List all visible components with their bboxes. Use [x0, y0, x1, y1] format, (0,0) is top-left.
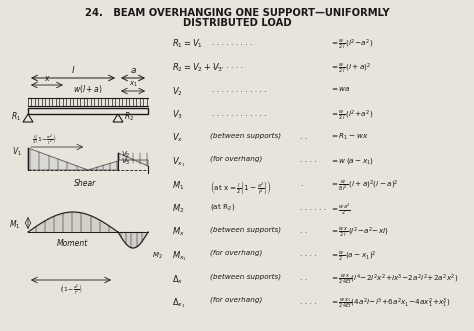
Text: (between supports): (between supports)	[210, 273, 281, 280]
Text: $M_x$: $M_x$	[172, 226, 185, 239]
Polygon shape	[88, 161, 118, 170]
Text: $= \frac{w}{8l^2}\,(l+a)^2(l-a)^2$: $= \frac{w}{8l^2}\,(l+a)^2(l-a)^2$	[330, 179, 399, 194]
Text: $a$: $a$	[129, 66, 137, 75]
Text: $R_1$: $R_1$	[11, 111, 21, 123]
Text: 24.   BEAM OVERHANGING ONE SUPPORT—UNIFORMLY: 24. BEAM OVERHANGING ONE SUPPORT—UNIFORM…	[85, 8, 389, 18]
Text: $= \frac{wx_1}{24EI}(4a^2l\!-\!l^3\!+\!6a^2x_1\!-\!4ax_1^2\!+\!x_1^3)$: $= \frac{wx_1}{24EI}(4a^2l\!-\!l^3\!+\!6…	[330, 297, 451, 310]
Text: (between supports): (between supports)	[210, 132, 281, 139]
Text: . . . .: . . . .	[300, 156, 317, 165]
Text: $M_{x_1}$: $M_{x_1}$	[172, 250, 187, 263]
Text: (for overhang): (for overhang)	[210, 156, 263, 162]
Text: $= w\,(a - x_1)$: $= w\,(a - x_1)$	[330, 156, 374, 166]
Text: $V_2$: $V_2$	[172, 85, 183, 98]
Text: $x$: $x$	[44, 74, 50, 83]
Text: $= \frac{wx}{2l}\,(l^2\!-\!a^2\!-\!xl)$: $= \frac{wx}{2l}\,(l^2\!-\!a^2\!-\!xl)$	[330, 226, 389, 240]
Text: . . . . . . . . .: . . . . . . . . .	[212, 38, 252, 47]
Text: $\left(\mathrm{at\ x} = \frac{l}{2}\left[1-\frac{a^2}{l^2}\right]\right)$: $\left(\mathrm{at\ x} = \frac{l}{2}\left…	[210, 179, 272, 196]
Text: $V_1$: $V_1$	[12, 146, 22, 158]
Text: . . . .: . . . .	[300, 250, 317, 259]
Text: $\Delta_x$: $\Delta_x$	[172, 273, 183, 286]
Text: $l\!\left(1\!-\!\frac{a^2}{l^2}\right)$: $l\!\left(1\!-\!\frac{a^2}{l^2}\right)$	[60, 282, 82, 296]
Text: Moment: Moment	[56, 239, 88, 248]
Bar	[28, 108, 148, 114]
Text: . .: . .	[300, 226, 307, 235]
Text: $\Delta_{x_1}$: $\Delta_{x_1}$	[172, 297, 185, 310]
Text: .: .	[300, 179, 302, 188]
Text: . . . . . .: . . . . . .	[300, 203, 326, 212]
Text: . . . . . . . . . . . .: . . . . . . . . . . . .	[212, 109, 266, 118]
Text: . .: . .	[300, 273, 307, 282]
Text: $= \frac{wa^2}{2}$: $= \frac{wa^2}{2}$	[330, 203, 351, 218]
Text: $= wa$: $= wa$	[330, 85, 351, 93]
Text: $= \frac{wx}{24EI}(l^4\!-\!2l^2x^2\!+\!lx^3\!-\!2a^2l^2\!+\!2a^2x^2)$: $= \frac{wx}{24EI}(l^4\!-\!2l^2x^2\!+\!l…	[330, 273, 458, 287]
Text: $V_3$: $V_3$	[121, 157, 130, 167]
Text: . . . . . . .: . . . . . . .	[212, 62, 243, 71]
Text: $(\mathrm{at\ R_2})$: $(\mathrm{at\ R_2})$	[210, 203, 235, 213]
Text: $= \frac{w}{2}\,(a - x_1)^2$: $= \frac{w}{2}\,(a - x_1)^2$	[330, 250, 376, 264]
Text: $R_2$: $R_2$	[124, 111, 134, 123]
Text: $R_1 = V_1$: $R_1 = V_1$	[172, 38, 203, 51]
Text: $M_1$: $M_1$	[9, 219, 20, 231]
Polygon shape	[118, 153, 148, 166]
Text: $V_2$: $V_2$	[121, 150, 130, 160]
Text: $x_1$: $x_1$	[128, 80, 137, 89]
Text: . .: . .	[300, 132, 307, 141]
Text: (for overhang): (for overhang)	[210, 297, 263, 303]
Text: DISTRIBUTED LOAD: DISTRIBUTED LOAD	[182, 18, 292, 28]
Text: $M_1$: $M_1$	[172, 179, 184, 192]
Text: $R_2 = V_2 + V_3$: $R_2 = V_2 + V_3$	[172, 62, 223, 74]
Text: $M_2$: $M_2$	[172, 203, 184, 215]
Text: $V_x$: $V_x$	[172, 132, 183, 145]
Text: $V_{x_1}$: $V_{x_1}$	[172, 156, 185, 169]
Text: Shear: Shear	[74, 178, 96, 187]
Text: $w(l+a)$: $w(l+a)$	[73, 83, 103, 95]
Text: $l$: $l$	[71, 64, 75, 75]
Text: $\frac{l}{2}\!\left(1\!-\!\frac{a^2}{l^2}\right)$: $\frac{l}{2}\!\left(1\!-\!\frac{a^2}{l^2…	[32, 132, 57, 146]
Text: $= \frac{w}{2l}\,(l + a)^2$: $= \frac{w}{2l}\,(l + a)^2$	[330, 62, 371, 76]
Text: (between supports): (between supports)	[210, 226, 281, 233]
Text: . . . . . . . . . . . .: . . . . . . . . . . . .	[212, 85, 266, 94]
Text: (for overhang): (for overhang)	[210, 250, 263, 256]
Text: $= \frac{w}{2l}\,(l^2\!-\!a^2)$: $= \frac{w}{2l}\,(l^2\!-\!a^2)$	[330, 38, 374, 52]
Text: $M_2$: $M_2$	[152, 251, 163, 261]
Polygon shape	[28, 148, 88, 170]
Text: . . . .: . . . .	[300, 297, 317, 306]
Text: $= \frac{w}{2l}\,(l^2\!+\!a^2)$: $= \frac{w}{2l}\,(l^2\!+\!a^2)$	[330, 109, 374, 123]
Text: $V_3$: $V_3$	[172, 109, 183, 121]
Text: $= R_1 - wx$: $= R_1 - wx$	[330, 132, 369, 142]
